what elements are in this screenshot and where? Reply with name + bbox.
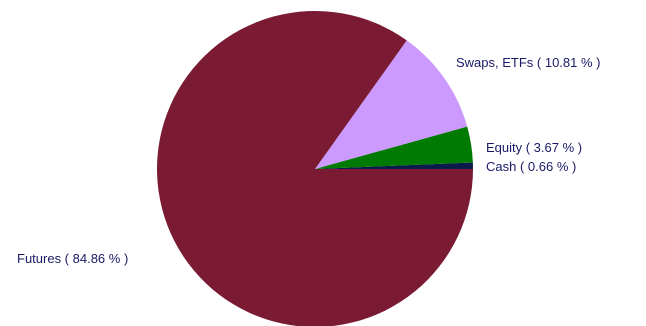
pie-label-equity: Equity ( 3.67 % ): [486, 140, 582, 155]
pie-labels: Cash ( 0.66 % ) Equity ( 3.67 % ) Swaps, E…: [17, 55, 601, 266]
pie-slices: [157, 11, 473, 326]
pie-slice-cash: [315, 162, 473, 169]
pie-slice-equity: [315, 126, 473, 169]
pie-label-cash: Cash ( 0.66 % ): [486, 159, 576, 174]
pie-label-swaps-etfs: Swaps, ETFs ( 10.81 % ): [456, 55, 601, 70]
pie-slice-swaps-etfs: [315, 40, 468, 169]
pie-label-futures: Futures ( 84.86 % ): [17, 251, 128, 266]
pie-slice-futures: [157, 11, 473, 326]
